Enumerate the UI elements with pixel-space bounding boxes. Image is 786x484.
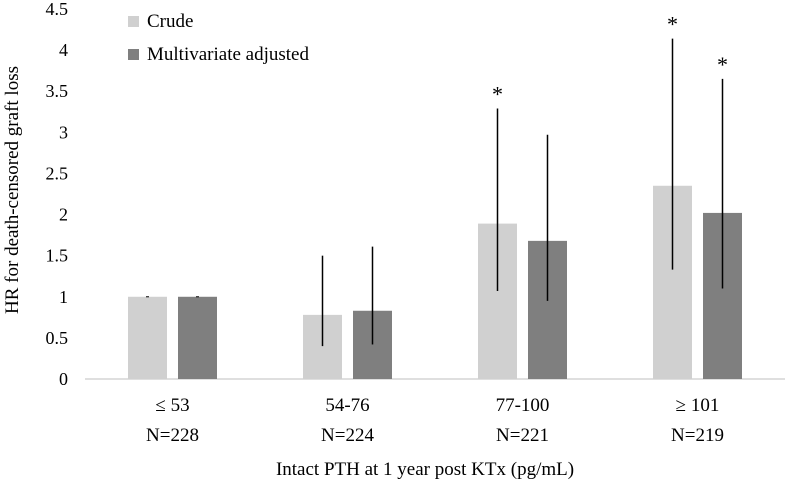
legend-label: Multivariate adjusted	[147, 44, 309, 65]
legend-swatch	[128, 16, 139, 27]
bar	[178, 296, 217, 379]
x-category-n-label: N=219	[671, 425, 724, 446]
y-tick-label: 1	[59, 287, 68, 307]
y-axis-ticks: 0 0.5 1 1.5 2 2.5 3 3.5 4 4.5	[46, 0, 69, 389]
x-category-n-label: N=221	[496, 425, 549, 446]
x-category-label: 77-100	[496, 395, 550, 416]
significance-marker: *	[717, 52, 728, 77]
y-tick-label: 3	[59, 122, 68, 142]
y-tick-label: 4.5	[46, 0, 69, 19]
y-tick-label: 0.5	[46, 328, 69, 348]
y-tick-label: 0	[59, 369, 68, 389]
y-tick-label: 4	[59, 40, 68, 60]
legend-label: Crude	[147, 11, 193, 32]
x-category-label: 54-76	[325, 395, 369, 416]
category-labels: ≤ 53 N=228 54-76 N=224 77-100 N=221 ≥ 101 N=219	[146, 395, 724, 446]
legend-swatch	[128, 49, 139, 60]
bar-series: * * *	[128, 12, 742, 379]
x-axis-title: Intact PTH at 1 year post KTx (pg/mL)	[276, 459, 574, 480]
x-category-label: ≥ 101	[676, 395, 720, 416]
y-axis-title: HR for death-censored graft loss	[2, 66, 23, 314]
legend: Crude Multivariate adjusted	[128, 11, 309, 65]
x-category-n-label: N=228	[146, 425, 199, 446]
x-category-label: ≤ 53	[155, 395, 189, 416]
significance-marker: *	[667, 12, 678, 37]
x-category-n-label: N=224	[321, 425, 374, 446]
y-tick-label: 1.5	[46, 246, 69, 266]
significance-marker: *	[492, 81, 503, 106]
y-tick-label: 3.5	[46, 81, 69, 101]
y-tick-label: 2	[59, 205, 68, 225]
y-tick-label: 2.5	[46, 163, 69, 183]
bar	[128, 296, 167, 379]
